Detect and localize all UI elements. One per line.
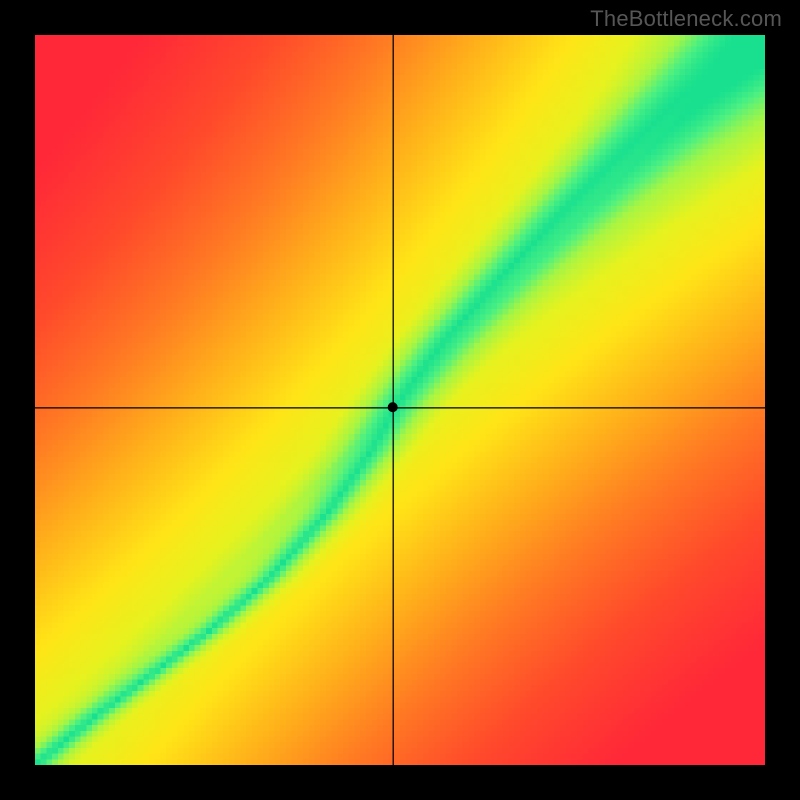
- crosshair-overlay: [35, 35, 765, 765]
- watermark-text: TheBottleneck.com: [590, 6, 782, 32]
